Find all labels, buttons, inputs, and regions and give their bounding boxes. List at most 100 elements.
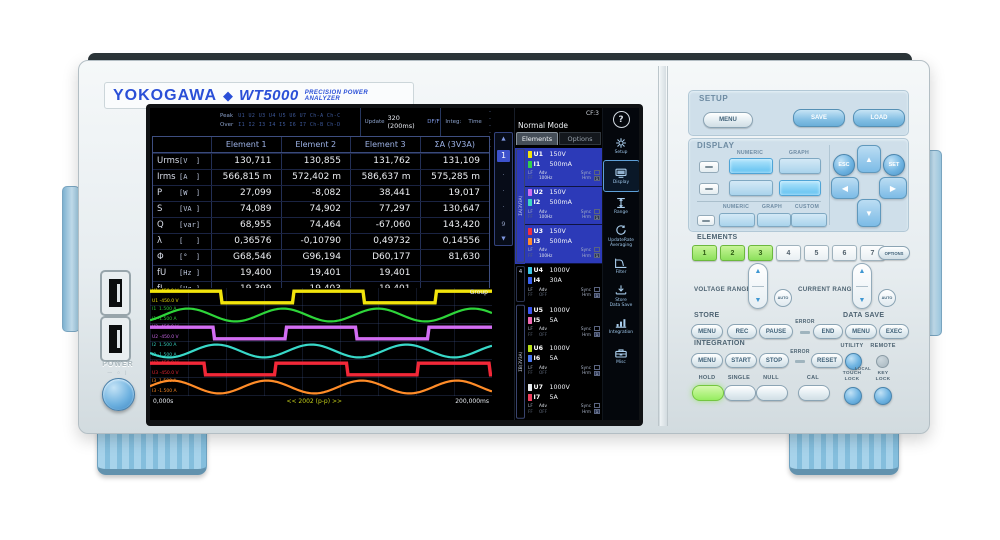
tab-options[interactable]: Options [559, 132, 601, 145]
data-save-exec-button[interactable]: EXEC [879, 324, 909, 339]
store-end-button[interactable]: END [813, 324, 843, 339]
display-c-custom-button[interactable] [791, 213, 827, 227]
current-auto-button[interactable]: AUTO [878, 289, 896, 307]
cell-value: 131,109 [419, 154, 490, 169]
integration-menu-button[interactable]: MENU [691, 353, 723, 368]
brand-diamond-icon: ◆ [223, 87, 234, 103]
display-b-numeric-button[interactable] [729, 180, 773, 196]
page-item[interactable]: 9 [501, 219, 506, 228]
table-row: Φ [° ] G68,546 G96,194 D60,177 81,630 [153, 249, 489, 265]
row-unit: [ ] [179, 237, 201, 245]
page-current[interactable]: 1 [497, 150, 510, 163]
help-icon[interactable]: ? [612, 111, 630, 128]
wave-label-top: I3 1.500 A [152, 378, 177, 384]
display-b-led-button[interactable] [699, 183, 719, 195]
menu-item-updaterate[interactable]: UpdateRate Averaging [604, 221, 639, 251]
element-block[interactable]: U6 1000V I6 5A LF FF Adv OFF Sync Hrm 1 [525, 343, 602, 382]
voltage-auto-button[interactable]: AUTO [774, 289, 792, 307]
cell-value: 0,36576 [211, 234, 281, 249]
channel-color-chip [528, 150, 532, 158]
display-a-led-button[interactable] [699, 161, 719, 173]
page-item[interactable]: · [502, 186, 505, 195]
integration-reset-button[interactable]: RESET [811, 353, 843, 368]
menu-item-range[interactable]: Range [604, 191, 639, 221]
element-block[interactable]: U7 1000V I7 5A LF FF Adv OFF Sync Hrm 1 [525, 381, 602, 420]
group-wiring-label: 4 [516, 265, 525, 303]
voltage-range-rocker[interactable]: ▲ ▼ [748, 263, 768, 309]
current-range-rocker[interactable]: ▲ ▼ [852, 263, 872, 309]
page-item[interactable]: · [502, 203, 505, 212]
element-key-1[interactable]: 1 [692, 245, 717, 261]
table-corner [153, 137, 179, 152]
options-button[interactable]: OPTIONS [878, 246, 910, 260]
element-block[interactable]: U5 1000V I5 5A LF FF Adv OFF Sync Hrm 1 [525, 304, 602, 343]
element-block[interactable]: U2 150V I2 500mA LF FF Adv 100Hz Sync Hrm 1 [525, 187, 602, 226]
element-block[interactable]: U3 150V I3 500mA LF FF Adv 100Hz Sync Hrm 1 [525, 225, 602, 264]
menu-item-setup[interactable]: Setup [604, 131, 639, 161]
null-button[interactable] [756, 385, 788, 401]
null-label: NULL [763, 375, 779, 381]
wave-label-bottom: U1 -450.0 V [152, 299, 179, 304]
touch-lock-button[interactable] [844, 387, 862, 405]
element-block[interactable]: U1 150V I1 500mA LF FF Adv 100Hz Sync Hrm 1 [525, 148, 602, 187]
display-a-numeric-button[interactable] [729, 158, 773, 174]
cell-value: 572,402 m [280, 170, 351, 185]
load-button[interactable]: LOAD [853, 109, 905, 127]
column-header: ΣA (3V3A) [419, 137, 490, 152]
display-c-numeric-button[interactable] [719, 213, 755, 227]
esc-button[interactable]: ESC [833, 154, 855, 176]
single-button[interactable] [724, 385, 756, 401]
peak-over-voltage-indicators: U1 U2 U3 U4 U5 U6 U7 Ch-A Ch-C [238, 113, 341, 119]
element-key-3[interactable]: 3 [748, 245, 773, 261]
key-lock-button[interactable] [874, 387, 892, 405]
save-button[interactable]: SAVE [793, 109, 845, 127]
utility-button[interactable] [845, 353, 862, 370]
tab-elements[interactable]: Elements [516, 132, 558, 145]
row-unit: [° ] [179, 253, 201, 261]
store-pause-button[interactable]: PAUSE [759, 324, 793, 339]
integration-start-button[interactable]: START [725, 353, 757, 368]
menu-item-store[interactable]: Store Data Save [604, 281, 639, 311]
menu-item-label: Integration [608, 330, 634, 336]
element-key-4[interactable]: 4 [776, 245, 801, 261]
table-corner [179, 137, 211, 152]
menu-item-misc[interactable]: Misc [604, 341, 639, 371]
integration-stop-button[interactable]: STOP [759, 353, 789, 368]
arrow-left-button[interactable]: ◀ [831, 177, 859, 199]
element-block[interactable]: U4 1000V I4 30A LF FF Adv OFF Sync Hrm 1 [525, 265, 602, 304]
display-b-graph-button[interactable] [779, 180, 821, 196]
display-c-led-button[interactable] [697, 215, 715, 226]
cal-label: CAL [806, 375, 820, 381]
menu-item-integration[interactable]: Integration [604, 311, 639, 341]
element-key-5[interactable]: 5 [804, 245, 829, 261]
setup-menu-button[interactable]: MENU [703, 112, 753, 128]
page-item[interactable]: · [502, 170, 505, 179]
menu-item-display[interactable]: Display [602, 160, 639, 192]
row-function-label: λ [157, 236, 163, 246]
power-button[interactable] [102, 378, 135, 411]
arrow-right-button[interactable]: ▶ [879, 177, 907, 199]
page-down-arrow[interactable]: ▼ [501, 235, 506, 242]
display-c-graph-button[interactable] [757, 213, 791, 227]
channel-name: I7 [533, 393, 541, 401]
set-button[interactable]: SET [883, 154, 905, 176]
arrow-up-button[interactable]: ▲ [857, 145, 881, 173]
arrow-down-button[interactable]: ▼ [857, 199, 881, 227]
store-menu-button[interactable]: MENU [691, 324, 723, 339]
data-save-menu-button[interactable]: MENU [845, 324, 877, 339]
menu-item-filter[interactable]: Filter [604, 251, 639, 281]
store-rec-button[interactable]: REC [727, 324, 757, 339]
element-key-6[interactable]: 6 [832, 245, 857, 261]
cell-value: G96,194 [280, 250, 351, 265]
cell-value: 27,099 [211, 186, 281, 201]
store-error-led [800, 331, 810, 334]
update-label: Update [364, 119, 385, 125]
display-a-graph-button[interactable] [779, 158, 821, 174]
table-header-row: Element 1 Element 2 Element 3 ΣA (3V3A) [153, 137, 489, 153]
hold-button[interactable] [692, 385, 724, 401]
cal-button[interactable] [798, 385, 830, 401]
element-key-2[interactable]: 2 [720, 245, 745, 261]
page-up-arrow[interactable]: ▲ [501, 136, 506, 142]
channel-name: I4 [533, 277, 541, 285]
page-selector: ▲ 1 · · · 9 ▼ [494, 132, 513, 246]
